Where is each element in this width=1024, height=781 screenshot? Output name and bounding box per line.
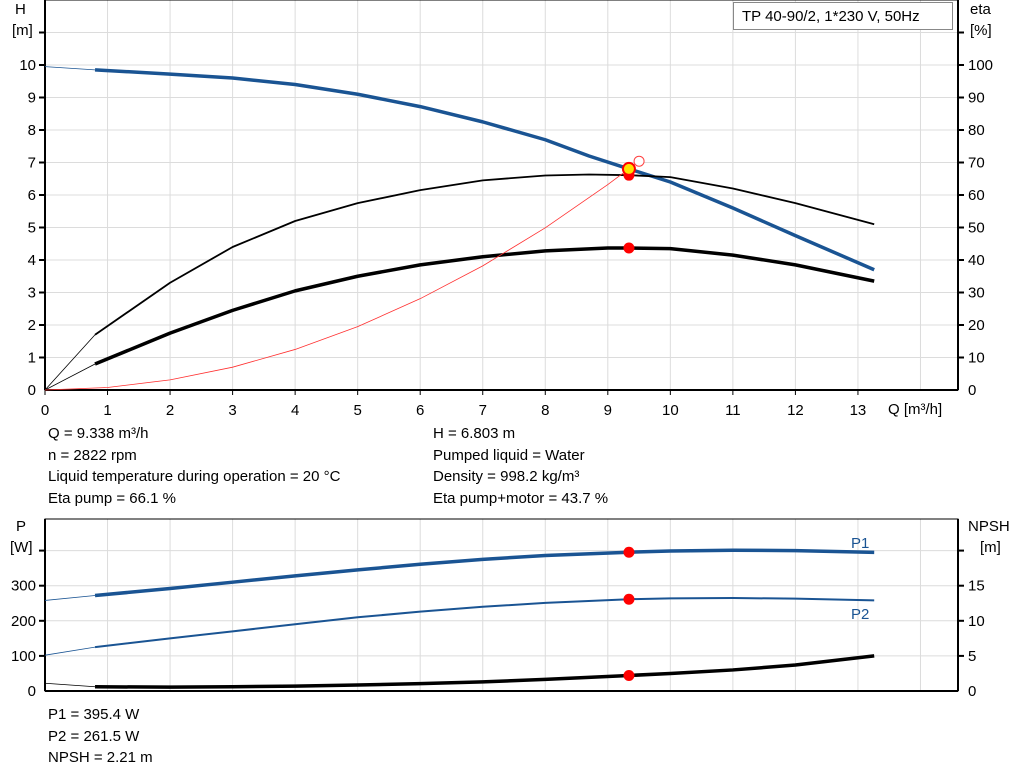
p2-point bbox=[623, 593, 635, 605]
info-h: H = 6.803 m bbox=[433, 425, 516, 442]
curve-extension-p2 bbox=[44, 646, 96, 656]
info-eta-total: Eta pump+motor = 43.7 % bbox=[433, 489, 609, 507]
npsh-axis-label: NPSH bbox=[968, 518, 1010, 535]
y-tick-label: 10 bbox=[19, 57, 36, 74]
p-axis-label: P bbox=[16, 518, 26, 535]
x-tick-label: 6 bbox=[416, 402, 424, 419]
curve-extension-npsh bbox=[44, 682, 96, 688]
y-tick-label: 3 bbox=[28, 285, 36, 302]
x-tick-label: 3 bbox=[228, 402, 236, 419]
y2-tick-label: 40 bbox=[968, 252, 985, 269]
x-tick-label: 11 bbox=[725, 402, 741, 419]
y-tick-label: 0 bbox=[28, 382, 36, 399]
y-tick-label: 300 bbox=[11, 578, 36, 595]
curve-extension-p1 bbox=[44, 595, 96, 601]
y2-tick-label: 0 bbox=[968, 683, 976, 700]
y-tick-label: 7 bbox=[28, 155, 36, 172]
chart-legend-title: TP 40-90/2, 1*230 V, 50Hz bbox=[733, 2, 953, 30]
info-bottom: P1 = 395.4 W P2 = 261.5 W NPSH = 2.21 m bbox=[48, 704, 153, 769]
x-tick-label: 10 bbox=[662, 402, 679, 419]
y2-tick-label: 30 bbox=[968, 285, 985, 302]
h-axis-label: H bbox=[15, 1, 26, 18]
y2-tick-label: 10 bbox=[968, 613, 985, 630]
x-tick-label: 1 bbox=[103, 402, 111, 419]
x-tick-label: 2 bbox=[166, 402, 174, 419]
npsh-point bbox=[623, 669, 635, 681]
info-n: n = 2822 rpm bbox=[48, 446, 137, 464]
system-curve-end-marker bbox=[633, 155, 645, 167]
eta-axis-label: eta bbox=[970, 1, 992, 18]
y-tick-label: 100 bbox=[11, 648, 36, 665]
p1-curve-label: P1 bbox=[851, 535, 869, 552]
x-tick-label: 9 bbox=[604, 402, 612, 419]
x-tick-label: 7 bbox=[479, 402, 487, 419]
curve-p2 bbox=[94, 596, 875, 649]
x-tick-label: 8 bbox=[541, 402, 549, 419]
y-tick-label: 200 bbox=[11, 613, 36, 630]
eta-total-point bbox=[623, 242, 635, 254]
eta-unit-label: [%] bbox=[970, 22, 992, 39]
y2-tick-label: 50 bbox=[968, 220, 985, 237]
info-density: Density = 998.2 kg/m³ bbox=[433, 468, 580, 485]
y-tick-label: 2 bbox=[28, 317, 36, 334]
y2-tick-label: 70 bbox=[968, 155, 985, 172]
curve-eta-pump-motor bbox=[94, 246, 875, 366]
info-top-left: Q = 9.338 m³/h n = 2822 rpm Liquid tempe… bbox=[48, 423, 340, 509]
y-tick-label: 9 bbox=[28, 90, 36, 107]
info-eta-pump: Eta pump = 66.1 % bbox=[48, 489, 176, 507]
y2-tick-label: 15 bbox=[968, 578, 985, 595]
y2-tick-label: 0 bbox=[968, 382, 976, 399]
y-tick-label: 8 bbox=[28, 122, 36, 139]
y2-tick-label: 5 bbox=[968, 648, 976, 665]
y-tick-label: 4 bbox=[28, 252, 36, 269]
y2-tick-label: 20 bbox=[968, 317, 985, 334]
x-tick-label: 12 bbox=[787, 402, 804, 419]
info-npsh: NPSH = 2.21 m bbox=[48, 749, 153, 766]
y2-tick-label: 100 bbox=[968, 57, 993, 74]
curve-extension-eta-pump bbox=[44, 334, 96, 391]
h-unit-label: [m] bbox=[12, 22, 33, 39]
q-axis-label: Q [m³/h] bbox=[888, 401, 942, 418]
y2-tick-label: 60 bbox=[968, 187, 985, 204]
duty-point bbox=[621, 161, 636, 176]
x-tick-label: 13 bbox=[850, 402, 867, 419]
npsh-unit-label: [m] bbox=[980, 539, 1001, 556]
info-q: Q = 9.338 m³/h bbox=[48, 425, 149, 442]
info-temp: Liquid temperature during operation = 20… bbox=[48, 468, 341, 485]
curve-npsh bbox=[95, 654, 875, 689]
p-unit-label: [W] bbox=[10, 539, 33, 556]
y2-tick-label: 10 bbox=[968, 350, 985, 367]
curve-system-curve bbox=[44, 160, 640, 391]
x-tick-label: 5 bbox=[353, 402, 361, 419]
p1-point bbox=[623, 546, 635, 558]
info-p2: P2 = 261.5 W bbox=[48, 727, 140, 745]
y-tick-label: 0 bbox=[28, 683, 36, 700]
curve-p1 bbox=[94, 548, 875, 598]
y-tick-label: 1 bbox=[28, 350, 36, 367]
p2-curve-label: P2 bbox=[851, 606, 869, 623]
x-tick-label: 4 bbox=[291, 402, 299, 419]
info-top-right: H = 6.803 m Pumped liquid = Water Densit… bbox=[433, 423, 608, 509]
y2-tick-label: 90 bbox=[968, 90, 985, 107]
y-tick-label: 6 bbox=[28, 187, 36, 204]
info-p1: P1 = 395.4 W bbox=[48, 706, 140, 723]
curve-extension-h bbox=[44, 66, 96, 71]
curve-extension-eta-pump-motor bbox=[44, 363, 96, 391]
curve-h bbox=[94, 68, 875, 272]
info-liquid: Pumped liquid = Water bbox=[433, 446, 585, 464]
y-tick-label: 5 bbox=[28, 220, 36, 237]
x-tick-label: 0 bbox=[41, 402, 49, 419]
y2-tick-label: 80 bbox=[968, 122, 985, 139]
curve-eta-pump bbox=[94, 173, 875, 336]
